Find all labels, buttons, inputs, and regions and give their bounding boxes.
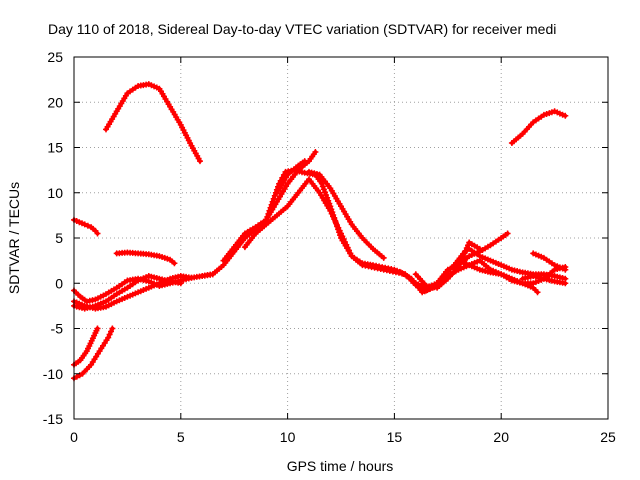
data-point	[463, 245, 470, 251]
data-point	[312, 149, 319, 155]
data-point	[188, 274, 195, 281]
data-point	[177, 280, 184, 287]
data-point	[476, 245, 483, 252]
data-point	[380, 254, 387, 261]
series-arc-3	[71, 216, 101, 237]
series-arc-2	[508, 108, 569, 146]
y-tick-label: -15	[43, 411, 63, 427]
data-point	[534, 289, 541, 296]
data-point	[504, 230, 511, 237]
data-point	[94, 230, 101, 237]
y-tick-label: 0	[55, 275, 63, 291]
series-arc-11	[220, 149, 319, 264]
data-point	[322, 189, 328, 196]
series-arc-18	[519, 273, 569, 287]
series-layer	[71, 81, 569, 382]
series-arc-4	[113, 249, 178, 267]
y-tick-label: 25	[47, 49, 63, 65]
series-arc-17	[530, 250, 569, 273]
data-point	[562, 280, 569, 287]
series-line	[104, 82, 202, 164]
x-tick-label: 5	[177, 429, 185, 445]
data-point	[301, 158, 308, 165]
data-point	[197, 158, 203, 165]
y-tick-label: -10	[43, 366, 63, 382]
series-arc-19	[412, 239, 483, 291]
series-arc-13	[273, 158, 308, 196]
series-arc-5	[71, 325, 101, 368]
series-arc-12	[241, 176, 541, 296]
y-tick-label: 5	[55, 230, 63, 246]
chart-title: Day 110 of 2018, Sidereal Day-to-day VTE…	[48, 21, 556, 37]
data-point	[319, 183, 326, 190]
tick-labels-layer: 0 5 10 15 20 25 -15 -10 -5 0 5 10 15 20 25	[43, 49, 616, 445]
y-axis-title: SDTVAR / TECUs	[6, 182, 22, 294]
data-point	[105, 334, 112, 341]
data-point	[455, 264, 462, 270]
data-point	[81, 221, 88, 228]
y-tick-label: -5	[51, 321, 64, 337]
series-arc-6	[71, 325, 116, 382]
x-tick-label: 15	[387, 429, 403, 445]
x-tick-label: 25	[600, 429, 616, 445]
data-point	[562, 266, 569, 273]
x-axis-title: GPS time / hours	[287, 458, 394, 474]
data-point	[562, 112, 569, 119]
y-tick-label: 20	[47, 94, 63, 110]
y-tick-label: 15	[47, 140, 63, 156]
series-arc-9	[71, 273, 184, 312]
axes-ticks-layer	[73, 56, 609, 420]
data-point	[171, 260, 178, 267]
x-tick-label: 20	[493, 429, 509, 445]
data-point	[320, 186, 327, 193]
series-arc-14	[306, 168, 387, 261]
data-point	[109, 325, 116, 332]
series-arc-1	[103, 81, 203, 165]
data-point	[94, 325, 101, 332]
data-point	[84, 222, 91, 229]
x-tick-label: 0	[70, 429, 78, 445]
x-tick-label: 10	[280, 429, 296, 445]
y-tick-label: 10	[47, 185, 63, 201]
